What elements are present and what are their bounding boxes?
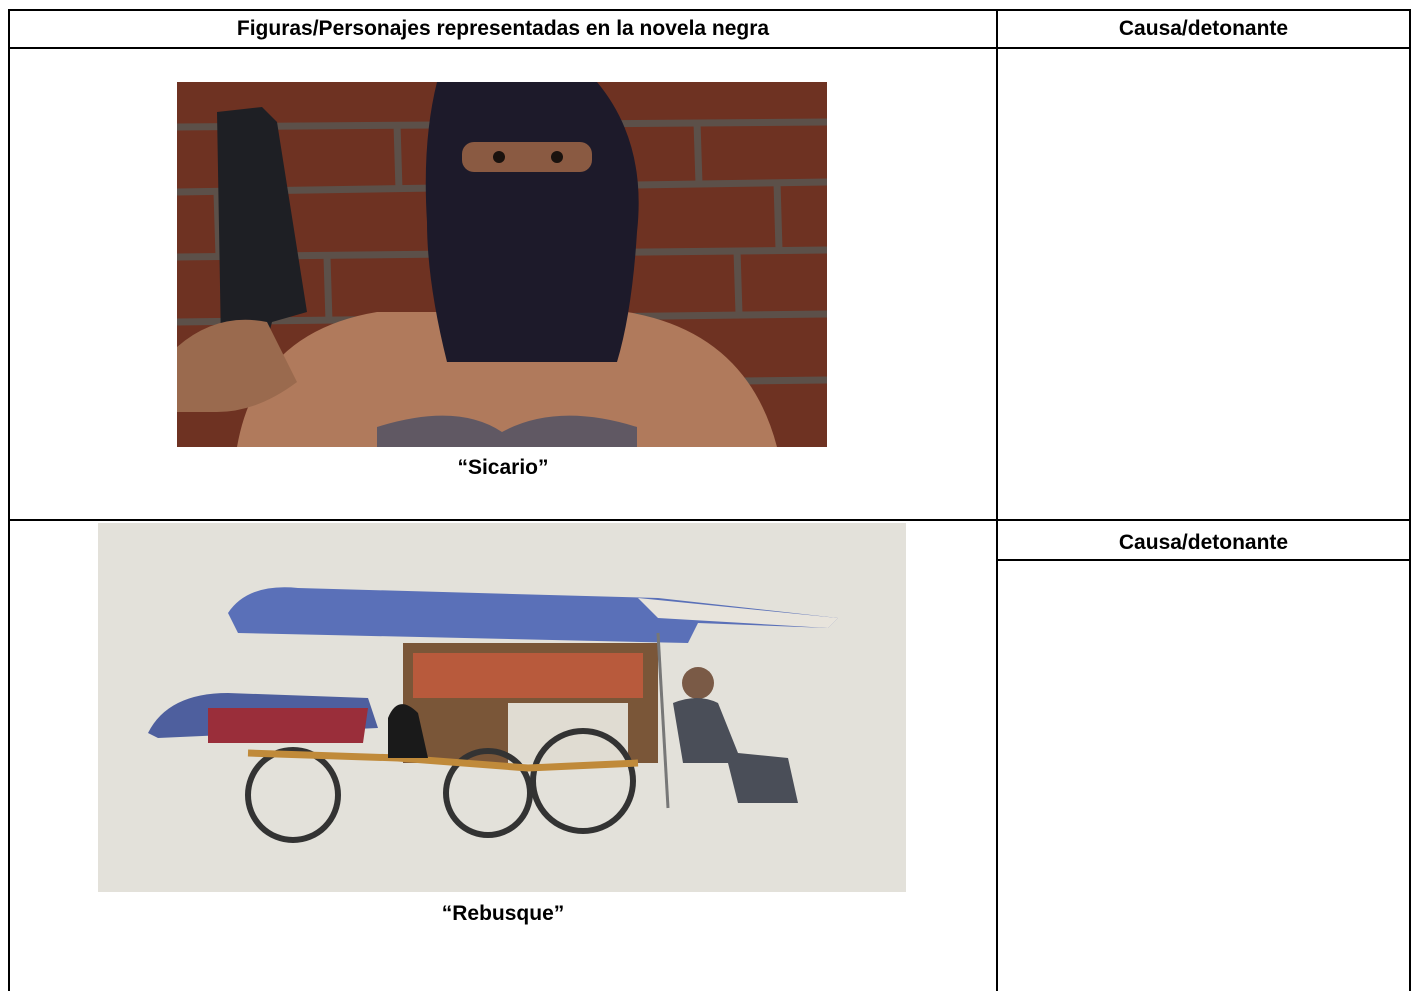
- header-cell: Figuras/Personajes representadas en la n…: [236, 17, 770, 40]
- row-divider: [8, 519, 1411, 521]
- table-border-top: [8, 9, 1411, 11]
- sicario-image: [177, 82, 827, 447]
- side-header-cell: Causa/detonante: [1118, 531, 1289, 554]
- header-cell: Causa/detonante: [1118, 17, 1289, 40]
- rebusque-image: [98, 523, 906, 892]
- table-border-left: [8, 9, 10, 991]
- image-caption: “Sicario”: [457, 456, 549, 479]
- table-border-right: [1409, 9, 1411, 991]
- column-divider: [996, 9, 998, 991]
- side-header-divider: [996, 559, 1411, 561]
- image-caption: “Rebusque”: [441, 902, 565, 925]
- header-divider: [8, 47, 1411, 49]
